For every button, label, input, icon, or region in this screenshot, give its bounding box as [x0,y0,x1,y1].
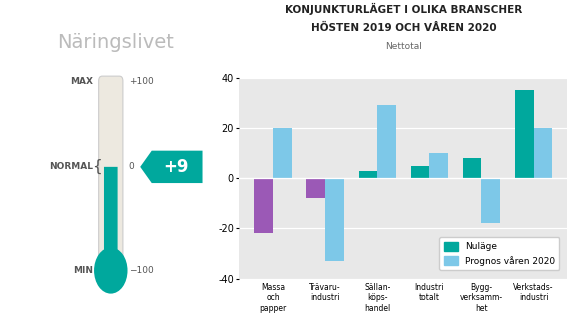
FancyBboxPatch shape [104,167,118,254]
Text: {: { [92,159,102,174]
Bar [534,128,552,178]
Text: −100: −100 [129,266,153,275]
Legend: Nuläge, Prognos våren 2020: Nuläge, Prognos våren 2020 [440,237,559,270]
Polygon shape [140,151,203,183]
Bar [306,178,325,198]
Bar [254,178,273,233]
Bar [481,178,500,224]
Text: Nettotal: Nettotal [385,42,422,51]
Text: +9: +9 [164,158,189,176]
Circle shape [95,249,126,293]
Text: 0: 0 [129,162,134,171]
Bar [463,158,481,178]
Text: NORMAL: NORMAL [49,162,93,171]
Text: KONJUNKTURLÄGET I OLIKA BRANSCHER: KONJUNKTURLÄGET I OLIKA BRANSCHER [285,3,523,15]
Bar [358,171,377,178]
Bar [429,153,448,178]
Text: Näringslivet: Näringslivet [57,33,174,52]
Text: +100: +100 [129,76,153,86]
FancyBboxPatch shape [99,76,123,261]
Bar [377,105,396,178]
Bar [515,90,534,178]
Text: HÖSTEN 2019 OCH VÅREN 2020: HÖSTEN 2019 OCH VÅREN 2020 [311,23,497,33]
Text: MIN: MIN [73,266,93,275]
Text: MAX: MAX [70,76,93,86]
Bar [411,166,429,178]
Bar [273,128,292,178]
Bar [325,178,344,261]
